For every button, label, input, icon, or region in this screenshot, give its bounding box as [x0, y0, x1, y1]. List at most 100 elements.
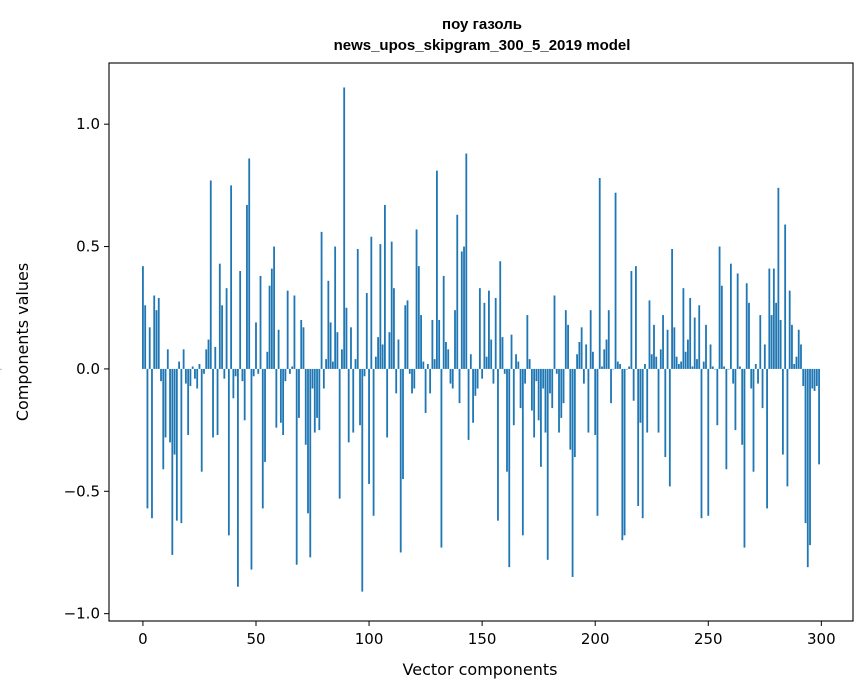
bar [607, 310, 610, 369]
bar [653, 324, 655, 369]
bar-series [0, 87, 820, 592]
bar [770, 315, 773, 369]
x-tick-label: 100 [355, 630, 384, 648]
bar [664, 368, 667, 458]
bar [750, 368, 753, 389]
bar [702, 361, 705, 369]
bar [592, 351, 594, 369]
bar [551, 368, 554, 409]
bar [275, 368, 278, 428]
bar [393, 288, 395, 369]
bar [488, 290, 490, 369]
bar [463, 246, 465, 369]
y-tick-label: −0.5 [64, 482, 100, 500]
bar [440, 368, 443, 548]
bar [564, 310, 567, 369]
bar [786, 368, 789, 487]
bar [526, 315, 529, 369]
bar [291, 366, 294, 369]
bar [363, 368, 366, 377]
bar [460, 251, 463, 369]
bar [555, 368, 558, 374]
bar [216, 368, 219, 435]
bar [422, 361, 425, 369]
bar [343, 87, 346, 369]
bar [497, 368, 499, 521]
bar [567, 324, 569, 369]
bar [157, 297, 160, 369]
bar [318, 368, 321, 431]
bar [510, 334, 513, 369]
bar [0, 368, 2, 370]
bar [230, 185, 233, 369]
bar [700, 368, 703, 519]
bar [698, 305, 701, 369]
bar [558, 368, 560, 433]
bar [759, 315, 762, 369]
bar [729, 263, 732, 369]
bar [716, 368, 719, 426]
bar [632, 368, 635, 401]
bar [234, 368, 237, 377]
bar [341, 349, 343, 369]
bar [781, 368, 784, 455]
bar [175, 368, 178, 521]
bar [171, 368, 174, 555]
bar [528, 359, 531, 369]
bar [347, 368, 350, 443]
bar [540, 368, 542, 467]
bar [194, 368, 196, 379]
bar [415, 229, 418, 369]
bar [777, 187, 780, 369]
bar [445, 342, 447, 369]
bar [436, 170, 438, 369]
bar [383, 204, 386, 369]
bar [815, 368, 818, 387]
x-tick-label: 200 [581, 630, 610, 648]
bar [501, 337, 504, 369]
bar [662, 315, 664, 369]
bar [456, 214, 459, 369]
bar [673, 327, 676, 369]
bar [578, 342, 581, 369]
bar [571, 368, 574, 577]
bar [268, 285, 271, 369]
bar [331, 361, 334, 369]
bar [307, 368, 309, 514]
bar [361, 368, 364, 592]
bar [386, 368, 389, 438]
bar [743, 368, 746, 548]
bar [144, 305, 147, 369]
bar [677, 364, 680, 369]
bar [166, 349, 169, 369]
bar [221, 305, 223, 369]
bar [614, 192, 617, 369]
bar [205, 349, 208, 369]
bar [454, 310, 456, 369]
bar [397, 339, 400, 369]
bar [727, 368, 730, 370]
bar [791, 324, 793, 369]
bar [757, 368, 759, 384]
bar [413, 368, 416, 389]
bar [399, 368, 402, 553]
bar [212, 368, 214, 438]
bar [648, 300, 651, 369]
bar [350, 327, 352, 369]
bar [562, 368, 565, 404]
bar [469, 354, 472, 369]
bar [370, 236, 373, 369]
bar [377, 337, 380, 369]
bar [142, 266, 144, 369]
bar [239, 271, 242, 369]
bar [641, 368, 644, 519]
bar [356, 249, 359, 369]
bar [533, 368, 536, 438]
bar [200, 368, 203, 472]
bar [184, 368, 187, 384]
bar [696, 359, 698, 369]
bar [420, 315, 422, 369]
bar [587, 368, 590, 433]
bar [402, 368, 404, 480]
bar [521, 368, 524, 536]
